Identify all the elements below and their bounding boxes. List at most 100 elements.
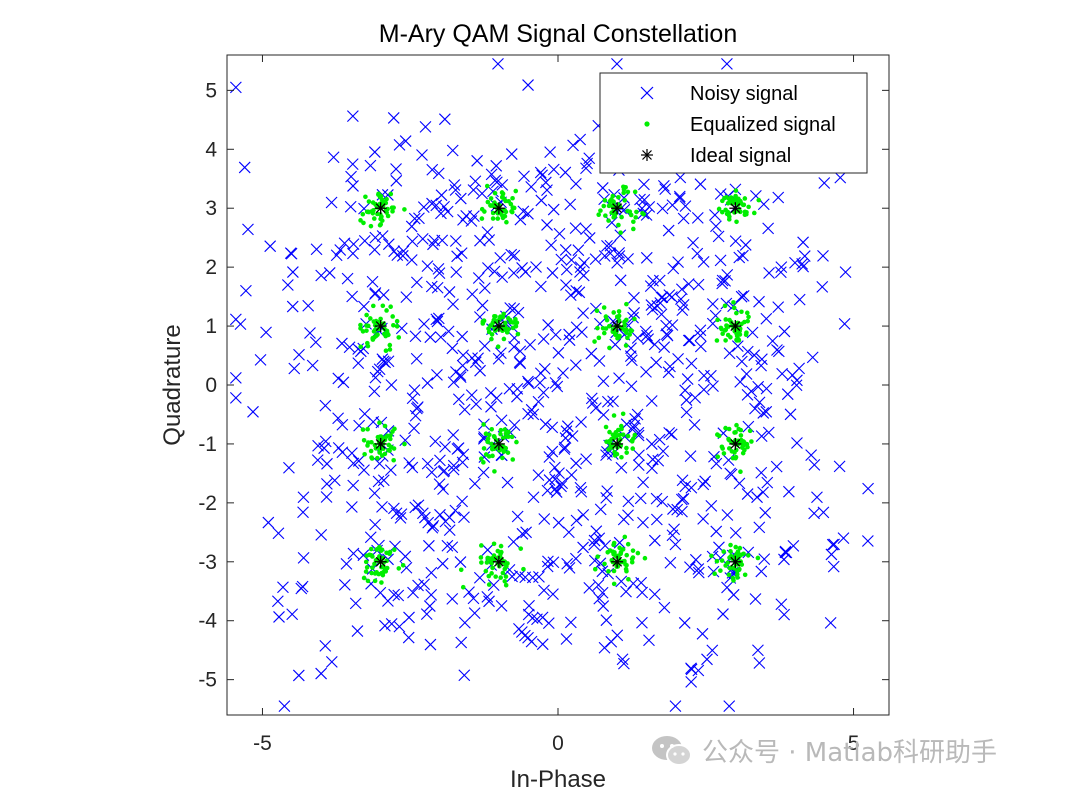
noisy-point [648, 338, 661, 351]
noisy-point [364, 159, 377, 172]
noisy-point [672, 256, 684, 268]
chart-title: M-Ary QAM Signal Constellation [379, 20, 737, 48]
noisy-point [286, 608, 299, 621]
noisy-point [620, 585, 632, 598]
noisy-point [775, 598, 788, 611]
noisy-point [456, 330, 469, 343]
noisy-point [731, 340, 744, 353]
noisy-point [760, 382, 773, 395]
equalized-point [479, 206, 485, 212]
noisy-point [492, 352, 505, 365]
noisy-point [534, 280, 547, 293]
equalized-point [396, 566, 402, 571]
equalized-point [479, 456, 484, 461]
noisy-point [558, 441, 571, 454]
equalized-point [718, 325, 724, 331]
equalized-point [613, 451, 618, 457]
noisy-point [613, 250, 626, 262]
noisy-point [650, 492, 663, 505]
noisy-point [685, 481, 698, 494]
noisy-point [476, 299, 489, 312]
equalized-point [363, 559, 369, 565]
noisy-point [426, 521, 439, 534]
noisy-point [328, 474, 341, 487]
equalized-point [378, 548, 384, 553]
noisy-point [782, 485, 795, 498]
noisy-point [377, 474, 390, 487]
equalized-point [627, 332, 633, 337]
noisy-point [739, 239, 752, 251]
equalized-point [624, 317, 629, 323]
equalized-point [365, 578, 371, 584]
noisy-point [546, 445, 559, 458]
noisy-point [721, 57, 733, 70]
ideal-point [492, 320, 505, 333]
equalized-point [595, 554, 600, 559]
equalized-point [370, 210, 376, 216]
equalized-point [755, 555, 761, 561]
noisy-point [755, 565, 768, 578]
noisy-point [507, 536, 520, 548]
noisy-point [650, 513, 663, 526]
noisy-point [446, 144, 459, 157]
noisy-point [580, 162, 592, 175]
noisy-point [408, 422, 420, 435]
noisy-point [427, 238, 439, 251]
noisy-point [425, 588, 438, 601]
noisy-point [817, 506, 830, 519]
noisy-point [306, 359, 319, 372]
noisy-point [410, 276, 423, 289]
noisy-point [477, 466, 490, 479]
equalized-point [521, 566, 526, 572]
equalized-point [625, 335, 630, 341]
equalized-point [751, 210, 757, 216]
noisy-point [687, 236, 699, 249]
noisy-point [547, 163, 560, 176]
equalized-point [720, 331, 725, 337]
noisy-point [613, 372, 625, 385]
equalized-point [489, 571, 494, 576]
noisy-point [337, 376, 350, 389]
noisy-point [733, 477, 746, 490]
noisy-point [292, 669, 305, 682]
noisy-point [468, 607, 481, 620]
noisy-point [405, 254, 418, 266]
noisy-point [735, 355, 748, 368]
noisy-point [470, 398, 483, 411]
equalized-point [718, 568, 723, 573]
equalized-point [625, 208, 630, 214]
equalized-point [382, 423, 388, 429]
equalized-point [624, 568, 629, 574]
equalized-point [722, 303, 728, 309]
ideal-point [492, 437, 505, 450]
noisy-point [454, 556, 467, 568]
noisy-point [325, 196, 338, 209]
equalized-point [726, 211, 731, 217]
noisy-point [685, 675, 698, 688]
equalized-point [382, 326, 387, 332]
noisy-point [639, 325, 652, 338]
equalized-point [391, 446, 397, 451]
noisy-point [402, 631, 415, 644]
noisy-point [594, 557, 607, 570]
legend-label-equalized: Equalized signal [690, 114, 836, 136]
noisy-point [697, 383, 710, 396]
equalized-point [727, 565, 733, 571]
noisy-point [439, 440, 451, 453]
noisy-point [449, 235, 462, 247]
noisy-point [721, 509, 734, 521]
equalized-point [723, 425, 728, 431]
noisy-point [753, 396, 766, 409]
ideal-point [611, 555, 624, 568]
equalized-point [611, 310, 616, 315]
equalized-point [726, 437, 732, 443]
equalized-point [714, 558, 720, 564]
noisy-point [707, 380, 719, 393]
noisy-point [518, 170, 530, 183]
noisy-point [757, 407, 770, 419]
noisy-point [473, 571, 486, 584]
noisy-point [766, 335, 779, 347]
noisy-point [446, 592, 459, 605]
equalized-point [370, 200, 376, 205]
noisy-point [393, 138, 406, 151]
